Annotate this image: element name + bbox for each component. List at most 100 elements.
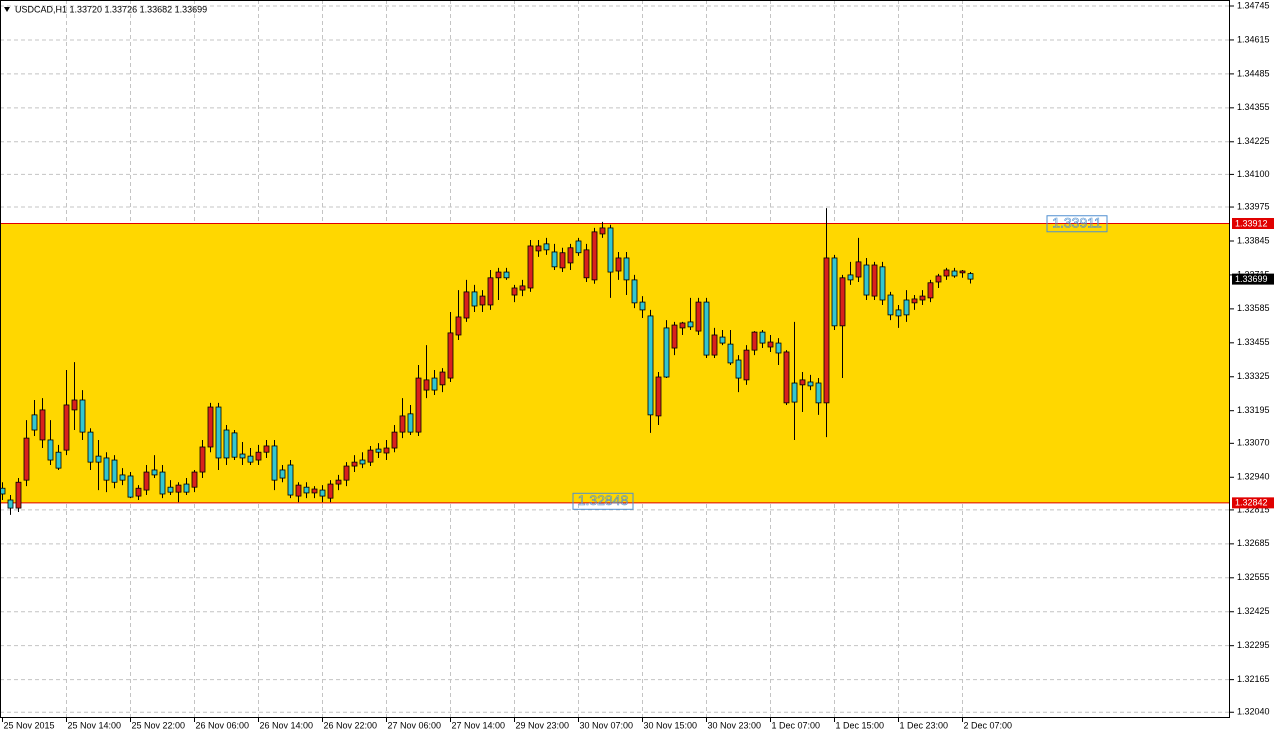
candle-body (567, 247, 574, 264)
candle-body (55, 451, 62, 469)
candle-body (583, 249, 590, 279)
candle-body (831, 257, 838, 327)
x-tick-label: 2 Dec 07:00 (964, 720, 1013, 730)
candle-body (183, 483, 190, 493)
y-tick-label: 1.33845 (1237, 235, 1270, 245)
candle-body (279, 469, 286, 479)
candle-body (7, 499, 14, 509)
price-tag-box (1232, 273, 1274, 285)
y-tick-label: 1.32425 (1237, 606, 1270, 616)
price-tag-box (1232, 217, 1274, 229)
candle-body (879, 266, 886, 301)
x-tick-label: 25 Nov 22:00 (132, 720, 186, 730)
x-tick-label: 29 Nov 23:00 (516, 720, 570, 730)
candle-body (807, 381, 814, 387)
zone-rect (0, 223, 1230, 503)
candle-body (631, 279, 638, 304)
candle-body (167, 486, 174, 493)
y-tick-label: 1.33325 (1237, 371, 1270, 381)
candle-body (503, 271, 510, 279)
candle-body (703, 301, 710, 356)
candle-body (663, 327, 670, 378)
y-tick-label: 1.34225 (1237, 136, 1270, 146)
candle-body (959, 270, 966, 274)
candle-body (439, 371, 446, 386)
candle-body (527, 245, 534, 289)
candle-body (39, 409, 46, 441)
candle-body (159, 471, 166, 495)
price-tag: 1.32842 (1235, 498, 1268, 508)
candle-body (303, 486, 310, 494)
candle-body (335, 479, 342, 485)
candle-body (695, 301, 702, 332)
y-tick-label: 1.32165 (1237, 674, 1270, 684)
candle-body (511, 287, 518, 296)
y-tick-label: 1.32940 (1237, 472, 1270, 482)
candle-body (215, 406, 222, 459)
candle-body (815, 382, 822, 404)
candle-body (399, 415, 406, 433)
y-tick-label: 1.32555 (1237, 572, 1270, 582)
y-tick-label: 1.34485 (1237, 68, 1270, 78)
candle-body (391, 431, 398, 449)
candle-body (615, 257, 622, 272)
candle-body (263, 445, 270, 453)
price-tag: 1.33699 (1235, 274, 1268, 284)
candle-body (383, 447, 390, 454)
candle-body (295, 484, 302, 497)
candle-body (543, 243, 550, 251)
candle-body (327, 483, 334, 499)
candle-body (671, 324, 678, 349)
candle-body (87, 431, 94, 463)
candles (0, 208, 974, 515)
candle-body (599, 227, 606, 235)
candle-body (375, 448, 382, 453)
candle-body (423, 379, 430, 391)
candle-body (103, 457, 110, 481)
level-label-box (1046, 215, 1108, 233)
candle-body (575, 240, 582, 254)
candle-body (487, 277, 494, 306)
y-tick-label: 1.32815 (1237, 504, 1270, 514)
x-tick-label: 26 Nov 22:00 (324, 720, 378, 730)
candle-body (679, 322, 686, 329)
candle-body (791, 382, 798, 403)
candle-body (775, 342, 782, 354)
candle-body (783, 351, 790, 404)
x-tick-label: 1 Dec 23:00 (900, 720, 949, 730)
candle-body (623, 257, 630, 281)
y-tick-label: 1.33975 (1237, 201, 1270, 211)
candle-body (287, 464, 294, 496)
candle-body (647, 315, 654, 416)
candle-body (127, 475, 134, 498)
candle-body (759, 331, 766, 344)
candle-body (447, 332, 454, 379)
candle-body (927, 282, 934, 299)
candle-body (71, 399, 78, 411)
candle-body (607, 227, 614, 273)
candle-body (943, 269, 950, 277)
candle-body (519, 285, 526, 291)
candle-body (535, 245, 542, 252)
candle-body (495, 271, 502, 279)
title-arrow (4, 7, 10, 12)
x-tick-label: 27 Nov 14:00 (452, 720, 506, 730)
y-tick-label: 1.33585 (1237, 303, 1270, 313)
y-tick-label: 1.33455 (1237, 337, 1270, 347)
level-label-box (572, 492, 634, 510)
candle-body (311, 488, 318, 494)
candle-body (711, 334, 718, 356)
candle-body (359, 459, 366, 465)
x-tick-label: 26 Nov 06:00 (196, 720, 250, 730)
candle-body (863, 264, 870, 296)
candle-body (967, 273, 974, 280)
y-tick-label: 1.32040 (1237, 707, 1270, 717)
candle-body (743, 349, 750, 381)
x-tick-label: 25 Nov 2015 (4, 720, 55, 730)
candle-body (735, 359, 742, 379)
x-tick-label: 26 Nov 14:00 (260, 720, 314, 730)
candle-body (895, 309, 902, 317)
candle-body (919, 295, 926, 301)
